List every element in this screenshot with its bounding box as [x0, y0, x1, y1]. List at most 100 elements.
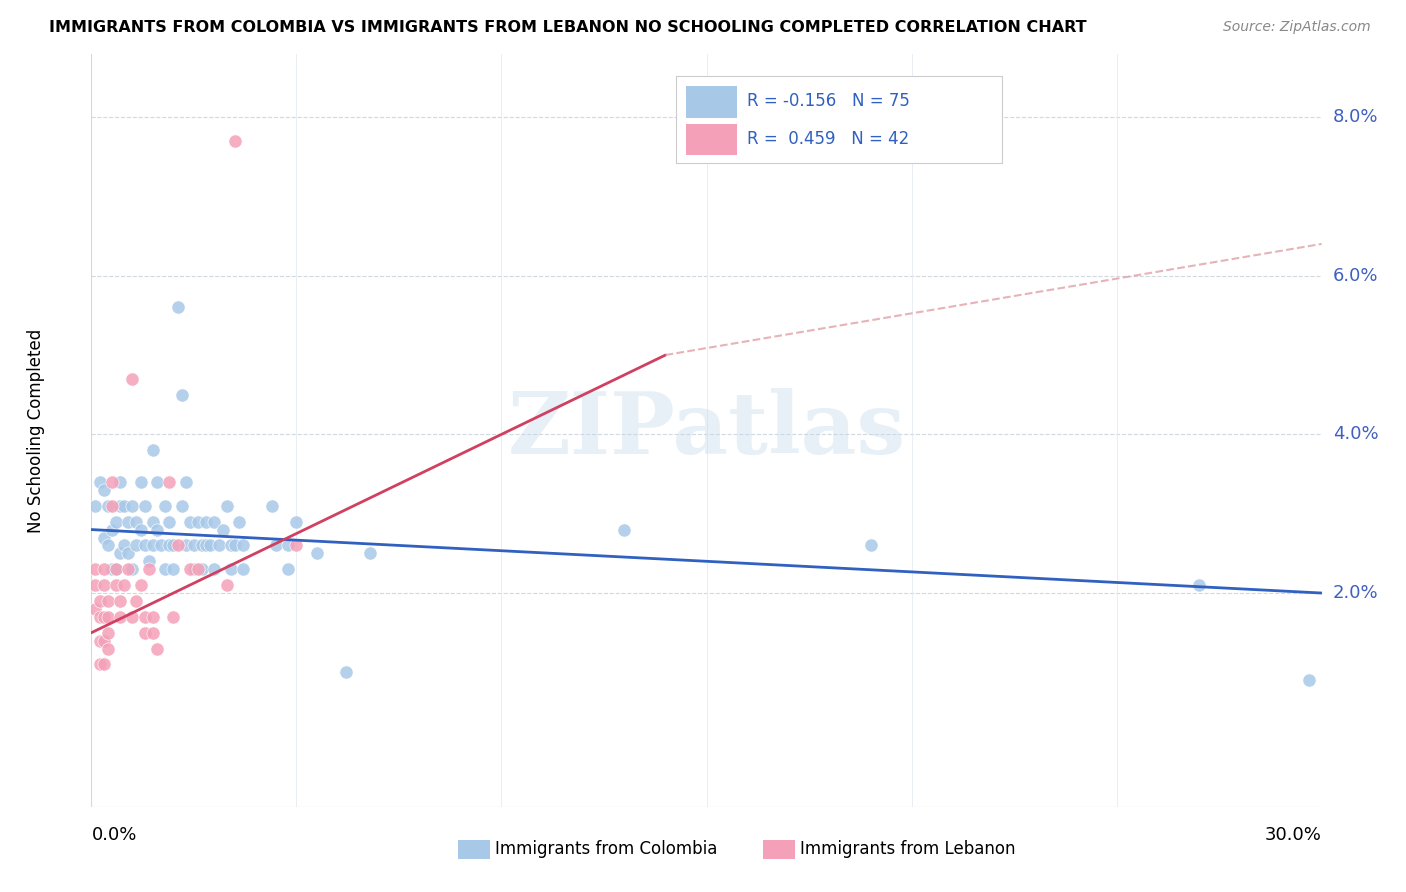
Text: 2.0%: 2.0%	[1333, 584, 1378, 602]
Point	[93, 657, 115, 672]
Text: 0.0%: 0.0%	[91, 826, 136, 844]
Point	[89, 475, 111, 489]
Point	[134, 625, 156, 640]
Point	[146, 641, 169, 656]
Point	[129, 475, 152, 489]
Point	[97, 625, 120, 640]
Point	[219, 538, 242, 552]
Point	[219, 562, 242, 576]
Point	[101, 475, 124, 489]
Point	[125, 515, 148, 529]
Point	[359, 546, 381, 560]
Point	[93, 633, 115, 648]
Text: Immigrants from Colombia: Immigrants from Colombia	[495, 839, 717, 858]
Point	[215, 499, 238, 513]
Point	[125, 538, 148, 552]
Point	[105, 562, 127, 576]
Point	[277, 562, 299, 576]
Point	[228, 515, 250, 529]
Point	[162, 610, 184, 624]
Text: IMMIGRANTS FROM COLOMBIA VS IMMIGRANTS FROM LEBANON NO SCHOOLING COMPLETED CORRE: IMMIGRANTS FROM COLOMBIA VS IMMIGRANTS F…	[49, 20, 1087, 35]
Point	[108, 475, 131, 489]
Point	[89, 610, 111, 624]
Point	[121, 499, 143, 513]
Point	[285, 515, 308, 529]
Point	[97, 594, 120, 608]
Point	[142, 625, 165, 640]
Point	[153, 499, 177, 513]
Point	[1298, 673, 1320, 688]
Point	[117, 546, 139, 560]
Point	[146, 523, 169, 537]
Text: 6.0%: 6.0%	[1333, 267, 1378, 285]
Point	[146, 475, 169, 489]
Text: Immigrants from Lebanon: Immigrants from Lebanon	[800, 839, 1015, 858]
Point	[264, 538, 287, 552]
Point	[191, 538, 214, 552]
Point	[93, 483, 115, 497]
Point	[260, 499, 283, 513]
Point	[101, 523, 124, 537]
Point	[84, 562, 107, 576]
Text: 8.0%: 8.0%	[1333, 108, 1378, 126]
Point	[285, 538, 308, 552]
Point	[142, 538, 165, 552]
FancyBboxPatch shape	[458, 839, 489, 859]
Point	[277, 538, 299, 552]
Point	[1187, 578, 1209, 592]
Point	[112, 578, 135, 592]
Point	[305, 546, 328, 560]
Point	[117, 562, 139, 576]
Point	[121, 562, 143, 576]
FancyBboxPatch shape	[686, 86, 737, 118]
Text: No Schooling Completed: No Schooling Completed	[27, 328, 45, 533]
Point	[134, 499, 156, 513]
Point	[170, 387, 193, 401]
Point	[211, 523, 233, 537]
Point	[93, 578, 115, 592]
Point	[162, 562, 184, 576]
Point	[191, 562, 214, 576]
Point	[613, 523, 636, 537]
Point	[179, 515, 201, 529]
Point	[97, 610, 120, 624]
Point	[174, 475, 197, 489]
Point	[112, 538, 135, 552]
Point	[859, 538, 882, 552]
Point	[179, 562, 201, 576]
Point	[108, 594, 131, 608]
Point	[170, 499, 193, 513]
Text: Source: ZipAtlas.com: Source: ZipAtlas.com	[1223, 20, 1371, 34]
Point	[187, 515, 209, 529]
Text: 4.0%: 4.0%	[1333, 425, 1378, 443]
Point	[138, 562, 160, 576]
Point	[142, 443, 165, 458]
Point	[105, 562, 127, 576]
Text: 30.0%: 30.0%	[1265, 826, 1322, 844]
Point	[153, 562, 177, 576]
Point	[142, 610, 165, 624]
Point	[150, 538, 173, 552]
Point	[89, 657, 111, 672]
Point	[117, 515, 139, 529]
Point	[157, 538, 180, 552]
Point	[84, 578, 107, 592]
Point	[112, 499, 135, 513]
Point	[108, 499, 131, 513]
Point	[195, 538, 218, 552]
Point	[108, 546, 131, 560]
Point	[157, 475, 180, 489]
Point	[97, 538, 120, 552]
Point	[89, 633, 111, 648]
Text: ZIPatlas: ZIPatlas	[508, 388, 905, 473]
Text: R =  0.459   N = 42: R = 0.459 N = 42	[747, 129, 910, 148]
Point	[93, 562, 115, 576]
Point	[138, 554, 160, 568]
Point	[183, 562, 205, 576]
Point	[202, 562, 225, 576]
Point	[157, 515, 180, 529]
Point	[121, 372, 143, 386]
Point	[202, 515, 225, 529]
Point	[101, 562, 124, 576]
Point	[232, 538, 254, 552]
